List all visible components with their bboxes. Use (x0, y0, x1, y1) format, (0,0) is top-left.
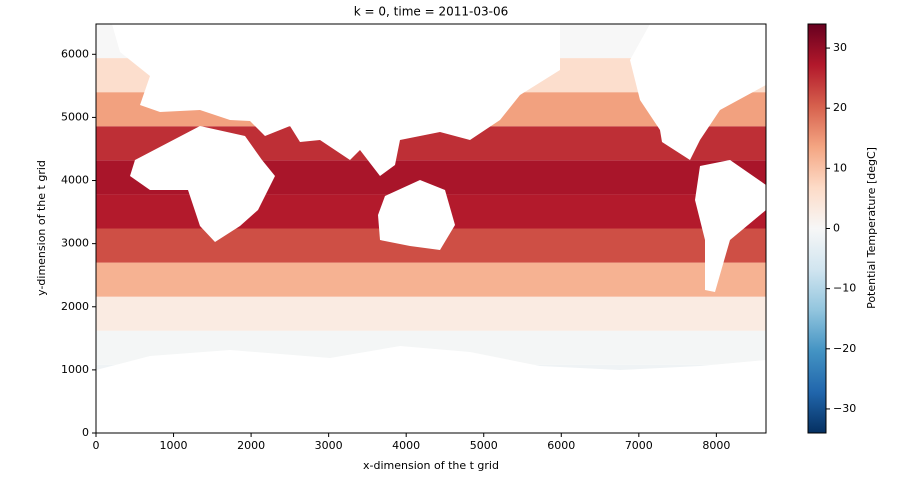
north-america (630, 24, 766, 160)
x-tick-label: 2000 (237, 439, 265, 452)
y-tick-label: 2000 (61, 300, 89, 313)
colorbar-tick-label: −10 (833, 282, 856, 295)
heatmap-cell (96, 262, 766, 297)
colorbar-tick-label: 10 (833, 161, 847, 174)
y-tick-label: 0 (82, 426, 89, 439)
colorbar-tick-label: 20 (833, 101, 847, 114)
x-tick-label: 4000 (392, 439, 420, 452)
x-tick-label: 7000 (625, 439, 653, 452)
colorbar-tick-label: −20 (833, 342, 856, 355)
x-tick-label: 3000 (315, 439, 343, 452)
x-tick-label: 6000 (547, 439, 575, 452)
x-tick-label: 5000 (470, 439, 498, 452)
y-tick-label: 3000 (61, 237, 89, 250)
africa (130, 126, 275, 242)
south-america (695, 160, 766, 292)
land (96, 24, 766, 433)
y-tick-label: 5000 (61, 110, 89, 123)
x-tick-label: 0 (93, 439, 100, 452)
colorbar-tick-label: 0 (833, 222, 840, 235)
x-tick-label: 8000 (702, 439, 730, 452)
colorbar-label: Potential Temperature [degC] (865, 147, 878, 309)
y-axis-label: y-dimension of the t grid (35, 160, 48, 296)
chart-title: k = 0, time = 2011-03-06 (354, 5, 508, 19)
y-tick-label: 1000 (61, 363, 89, 376)
colorbar-tick-label: −30 (833, 402, 856, 415)
antarctica (96, 346, 766, 433)
colorbar-tick-label: 30 (833, 41, 847, 54)
y-tick-label: 6000 (61, 47, 89, 60)
australia (378, 180, 455, 250)
eurasia (112, 24, 560, 176)
plot-frame (95, 23, 767, 434)
colorbar (807, 23, 827, 434)
x-tick-label: 1000 (160, 439, 188, 452)
heatmap-cell (96, 296, 766, 331)
x-axis-label: x-dimension of the t grid (363, 459, 499, 472)
y-tick-label: 4000 (61, 174, 89, 187)
